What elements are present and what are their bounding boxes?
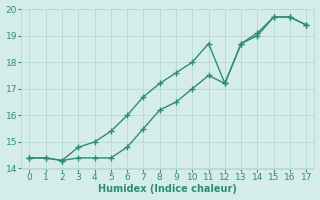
X-axis label: Humidex (Indice chaleur): Humidex (Indice chaleur) <box>98 184 237 194</box>
